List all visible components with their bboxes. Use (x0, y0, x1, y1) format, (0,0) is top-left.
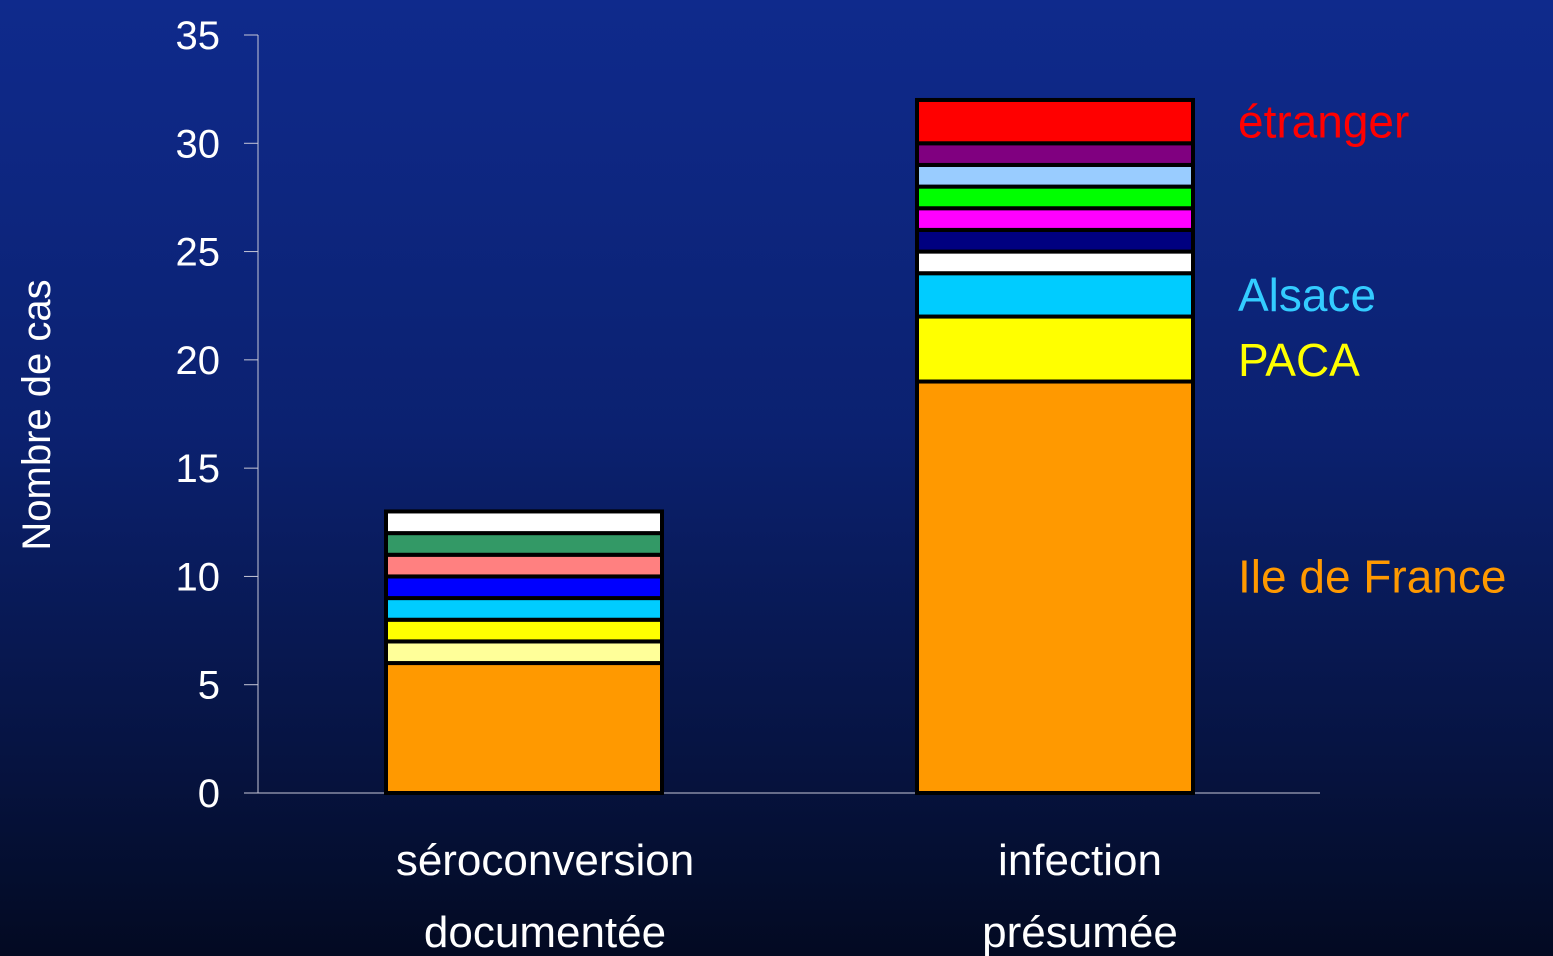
bar-segment (384, 639, 664, 666)
chart-axes: 0 5 10 15 20 25 30 35 Nombre de cas (15, 14, 1320, 816)
region-annotation: Ile de France (1238, 550, 1506, 602)
bar-segment (384, 509, 664, 536)
bar-segment (384, 552, 664, 579)
bar-segment (915, 314, 1195, 384)
x-category-label: présumée (982, 908, 1178, 956)
bar-segment (915, 271, 1195, 319)
bar-segment (915, 141, 1195, 167)
y-tick-label: 15 (176, 447, 221, 491)
bar-segment (915, 379, 1195, 795)
y-tick-label: 0 (198, 772, 220, 816)
y-tick-label: 35 (176, 14, 221, 58)
chart-bars (384, 97, 1195, 795)
x-category-label: documentée (424, 908, 666, 956)
bar-segment (915, 162, 1195, 189)
bar-segment (384, 617, 664, 644)
y-tick-label: 5 (198, 664, 220, 708)
region-annotation: étranger (1238, 96, 1409, 148)
bar-segment (915, 227, 1195, 254)
bar-segment (915, 184, 1195, 211)
chart-labels: séroconversion documentée infection présumé… (396, 96, 1507, 956)
bar-segment (384, 661, 664, 795)
region-annotation: PACA (1238, 334, 1360, 386)
x-category-label: séroconversion (396, 836, 694, 885)
y-tick-label: 10 (176, 555, 221, 599)
bar-segment (384, 596, 664, 622)
bar-segment (915, 206, 1195, 232)
y-tick-label: 30 (176, 122, 221, 166)
y-tick-label: 25 (176, 231, 221, 275)
bar-segment (915, 97, 1195, 146)
bar-segment (384, 531, 664, 557)
x-category-label: infection (998, 836, 1162, 885)
bar-segment (384, 574, 664, 601)
bar-segment (915, 249, 1195, 276)
y-axis-label: Nombre de cas (15, 279, 59, 550)
region-annotation: Alsace (1238, 269, 1376, 321)
y-tick-label: 20 (176, 339, 221, 383)
